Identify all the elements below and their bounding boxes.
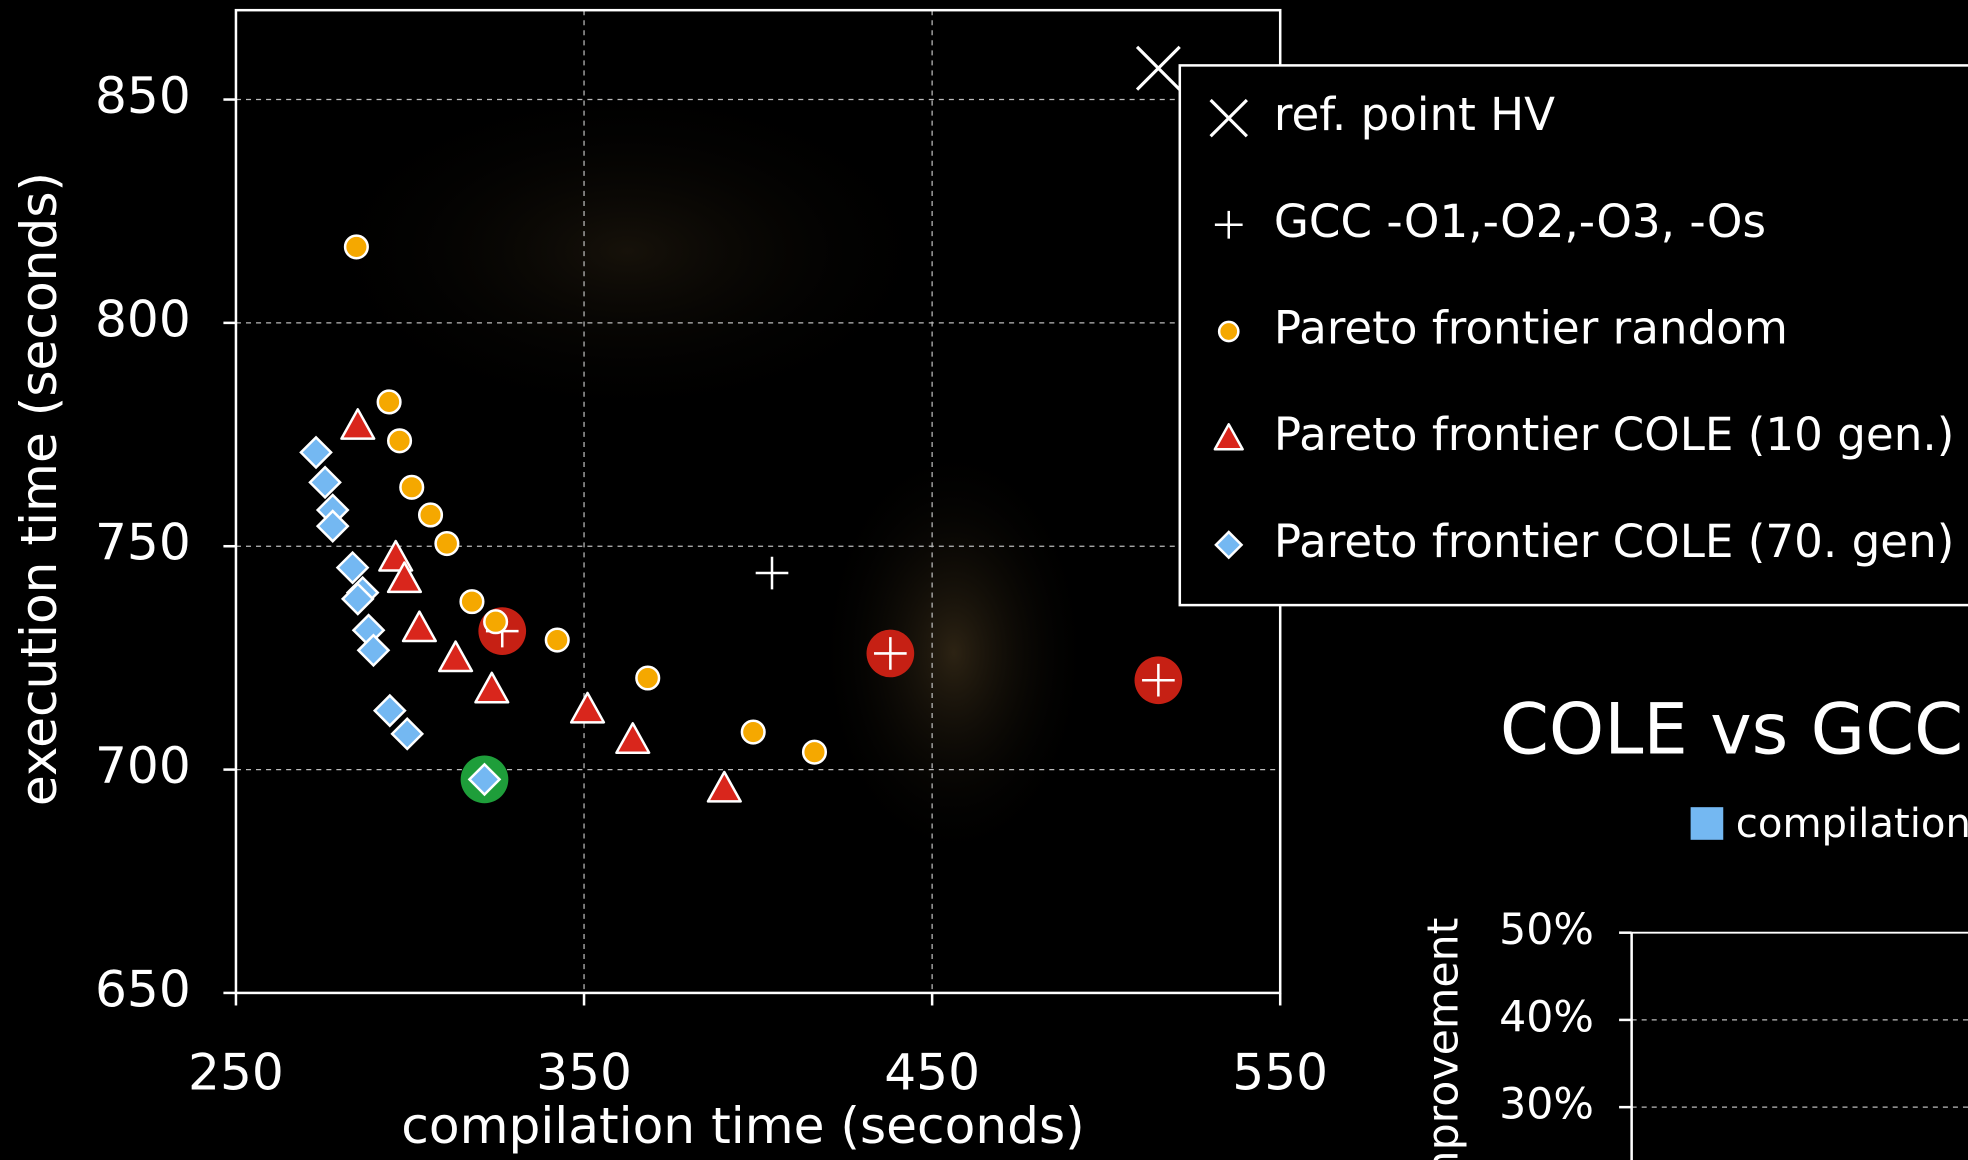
point <box>301 437 331 467</box>
x-axis-label: compilation time (seconds) <box>401 1096 1084 1155</box>
legend-marker <box>1219 322 1238 341</box>
y-axis-label: execution time (seconds) <box>9 172 68 806</box>
point <box>636 667 659 690</box>
point <box>378 391 401 414</box>
background-glow <box>816 439 1092 866</box>
x-tick-label: 550 <box>1232 1042 1328 1101</box>
legend-label: Pareto frontier COLE (10 gen.) <box>1274 408 1954 461</box>
point <box>546 629 569 652</box>
point <box>436 532 459 555</box>
point <box>345 236 368 259</box>
x-tick-label: 350 <box>536 1042 632 1101</box>
legend-swatch <box>1691 807 1724 840</box>
point <box>1137 47 1180 90</box>
point <box>742 721 765 744</box>
legend-label: Pareto frontier COLE (70. gen) <box>1274 515 1954 568</box>
point <box>461 590 484 613</box>
point <box>708 772 741 801</box>
chart: 250 350 450 550 650 700 750 800 850 compilation t… <box>0 0 1968 1160</box>
point <box>400 476 423 499</box>
y-tick-label: 650 <box>95 959 191 1018</box>
y-tick-label: 850 <box>95 66 191 125</box>
point <box>310 467 340 497</box>
point <box>388 430 411 453</box>
chart-title: COLE vs GCC <box>1500 688 1963 770</box>
legend-label: Pareto frontier random <box>1274 301 1788 354</box>
y-tick-label: 800 <box>95 289 191 348</box>
x-tick-label: 250 <box>188 1042 284 1101</box>
point <box>403 612 436 641</box>
y-axis-label: improvement <box>1418 918 1468 1160</box>
point <box>419 504 442 527</box>
y-tick-label: 40% <box>1499 992 1594 1042</box>
point <box>375 696 405 726</box>
y-tick-label: 50% <box>1499 905 1594 955</box>
point <box>803 741 826 764</box>
y-tick-label: 30% <box>1499 1080 1594 1130</box>
legend-label: GCC -O1,-O2,-O3, -Os <box>1274 195 1766 248</box>
point <box>341 409 374 438</box>
y-tick-label: 700 <box>95 736 191 795</box>
point <box>475 673 508 702</box>
legend-label: ref. point HV <box>1274 88 1555 141</box>
point <box>571 693 604 722</box>
point <box>392 719 422 749</box>
page: {"chart_data": [ {"type": "scatter", "xl… <box>0 0 1968 1160</box>
legend-label: compilation <box>1736 801 1968 847</box>
background-glow <box>301 75 954 426</box>
y-tick-label: 750 <box>95 513 191 572</box>
point <box>756 557 789 590</box>
x-tick-label: 450 <box>884 1042 980 1101</box>
point <box>484 610 507 633</box>
point <box>439 642 472 671</box>
point <box>616 723 649 752</box>
